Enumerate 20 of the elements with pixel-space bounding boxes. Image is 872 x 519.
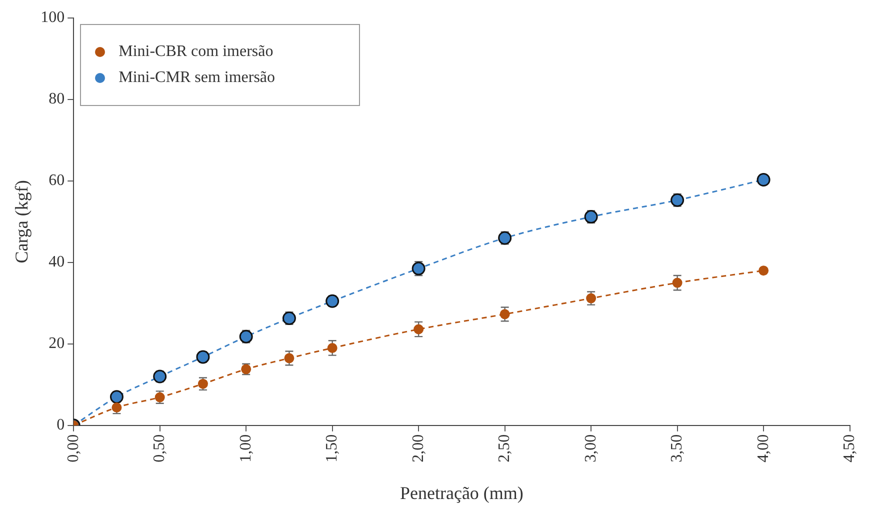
x-tick-label: 1,50 (324, 434, 341, 462)
x-tick-label: 0,50 (151, 434, 168, 462)
y-tick-label: 80 (48, 90, 65, 108)
y-tick-label: 100 (40, 9, 65, 26)
x-tick-label: 4,00 (754, 434, 772, 462)
y-axis-title: Carga (kgf) (12, 180, 32, 264)
y-tick-label: 60 (48, 172, 65, 190)
legend-label: Mini-CBR com imersão (118, 43, 274, 61)
x-tick-label: 0,00 (64, 434, 82, 462)
legend-label: Mini-CMR sem imersão (118, 69, 276, 87)
x-tick-label: 1,00 (237, 434, 254, 462)
x-tick-label: 3,00 (582, 434, 600, 462)
x-tick-label: 4,50 (841, 434, 858, 462)
y-tick-label: 20 (48, 335, 65, 352)
x-axis-title: Penetração (mm) (400, 482, 524, 503)
x-tick-label: 2,00 (410, 434, 427, 462)
y-tick-label: 40 (48, 254, 65, 271)
x-tick-label: 2,50 (496, 434, 514, 462)
x-tick-label: 3,50 (668, 434, 686, 462)
y-tick-label: 0 (56, 416, 65, 434)
